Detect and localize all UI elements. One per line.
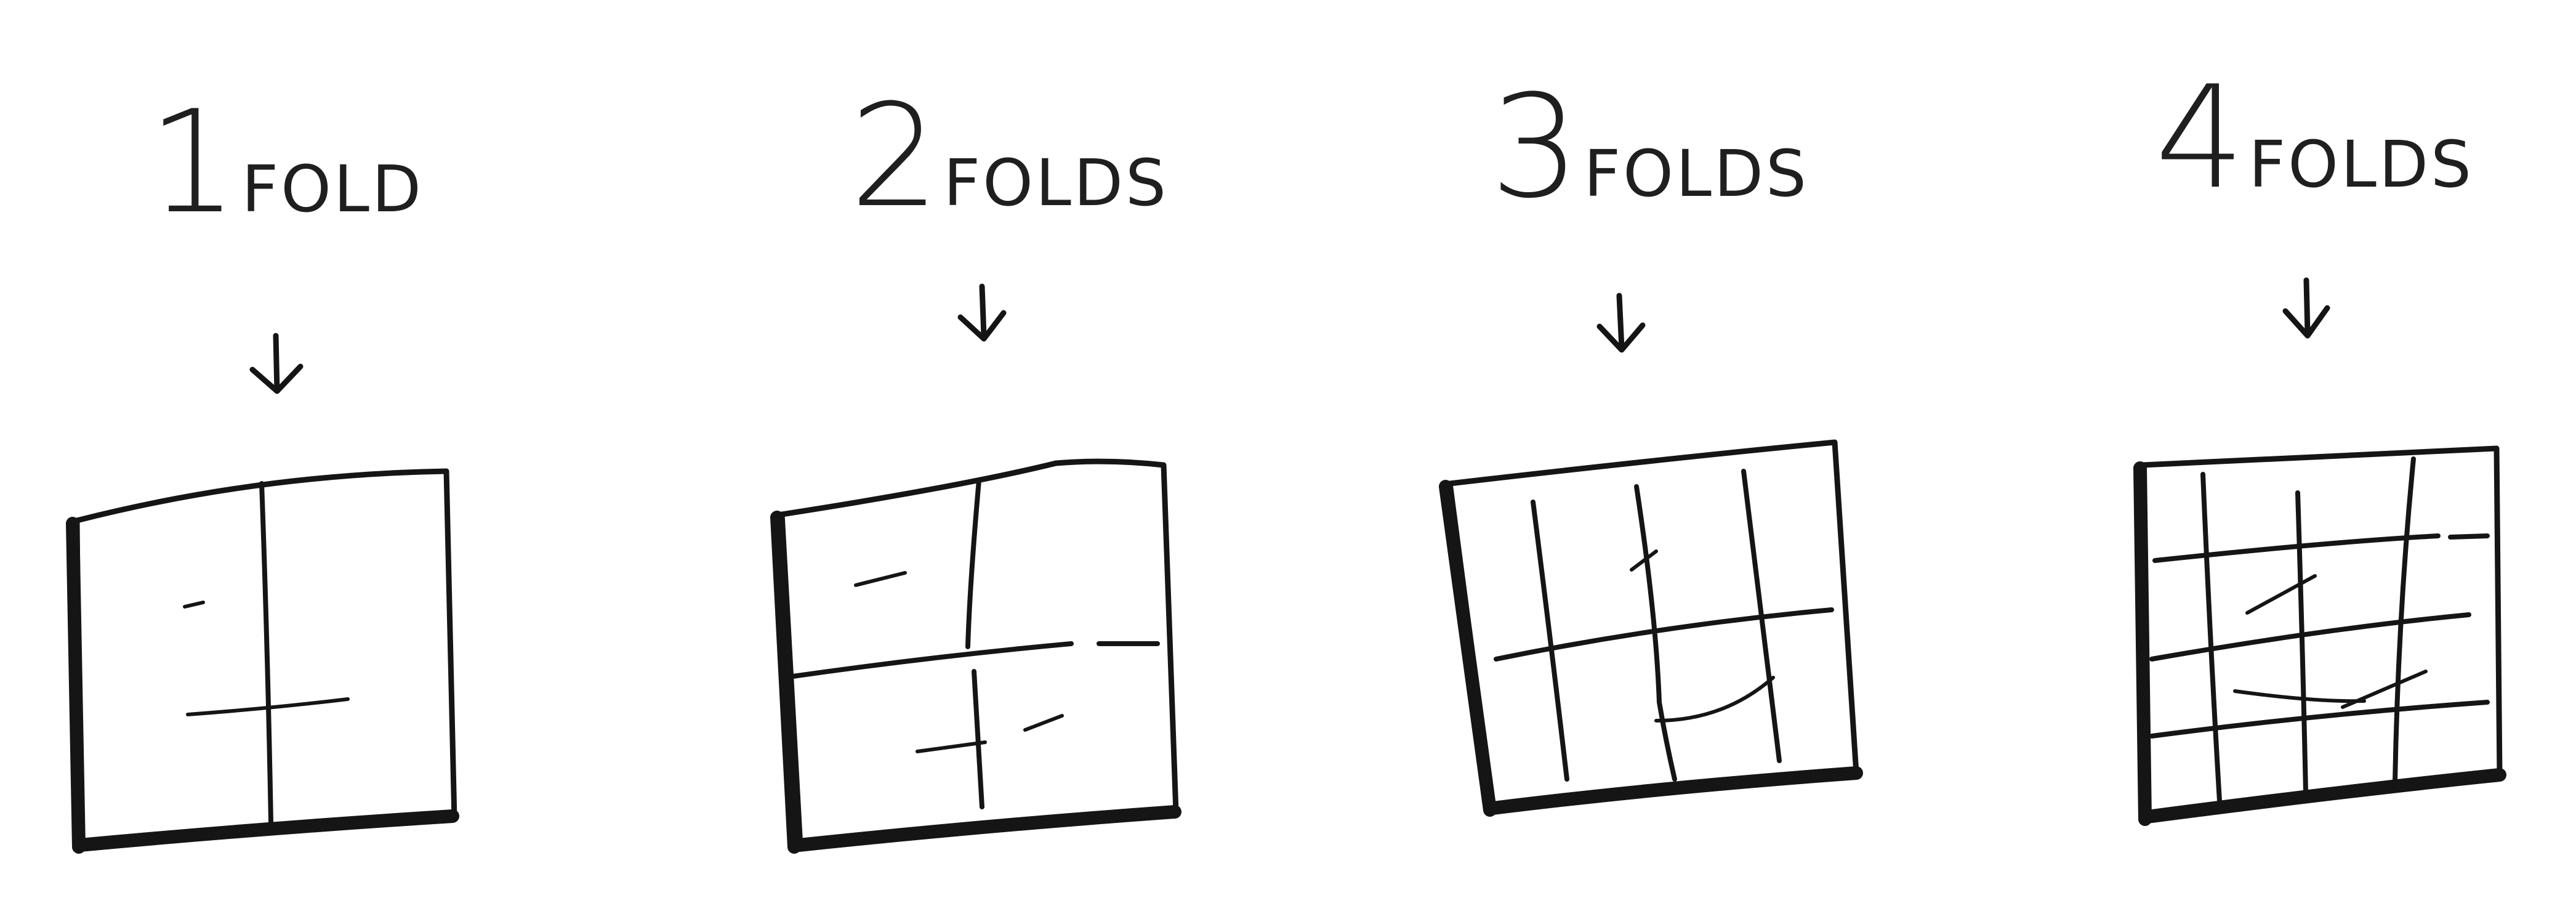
panel-3-crease-vertical-1	[1531, 500, 1569, 782]
panel-4-crease-horizontal-1	[2152, 533, 2441, 563]
panel-3-crease-vertical-2	[1634, 484, 1677, 782]
panel-1-crease-vertical	[259, 481, 273, 825]
panel-3-crease-horizontal	[1494, 607, 1834, 662]
panel-2-drawing	[770, 283, 1181, 854]
panel-2-crease-horizontal	[791, 641, 1074, 679]
panel-1-arrow-icon	[249, 333, 304, 394]
panel-3-drawing	[1439, 293, 1863, 817]
panel-2-arrow-icon	[957, 283, 1007, 342]
panel-1-paper	[66, 468, 459, 854]
panel-1-number: 1	[148, 81, 238, 245]
panel-2-word: FOLDS	[943, 145, 1169, 221]
panel-3-number: 3	[1490, 65, 1580, 230]
panel-4-label: 4FOLDS	[2155, 68, 2474, 209]
panel-3-paper	[1439, 439, 1863, 817]
panel-2-label: 2FOLDS	[850, 86, 1169, 228]
panel-3-label: 3FOLDS	[1490, 77, 1809, 219]
panel-4-paper	[2133, 445, 2506, 826]
panel-3-word: FOLDS	[1584, 136, 1809, 211]
panel-4-arrow-icon	[2282, 277, 2330, 339]
panel-4-number: 4	[2155, 56, 2245, 221]
panel-1-label: 1FOLD	[148, 92, 424, 234]
panel-4-crease-horizontal-3	[2149, 700, 2490, 739]
panel-3-arrow-icon	[1596, 293, 1646, 353]
panel-2-paper	[770, 458, 1181, 854]
panel-1-drawing	[66, 333, 459, 854]
panel-4-crease-horizontal-2	[2149, 612, 2471, 662]
panel-1-word: FOLD	[241, 152, 424, 227]
panel-4-drawing	[2133, 277, 2506, 826]
panel-4-word: FOLDS	[2248, 127, 2474, 202]
panel-2-crease-vertical	[965, 478, 981, 649]
panel-4-crease-vertical-3	[2393, 456, 2416, 785]
panel-4-crease-vertical-2	[2295, 490, 2308, 794]
panel-2-number: 2	[850, 75, 940, 239]
panel-4-crease-vertical-1	[2200, 472, 2222, 803]
